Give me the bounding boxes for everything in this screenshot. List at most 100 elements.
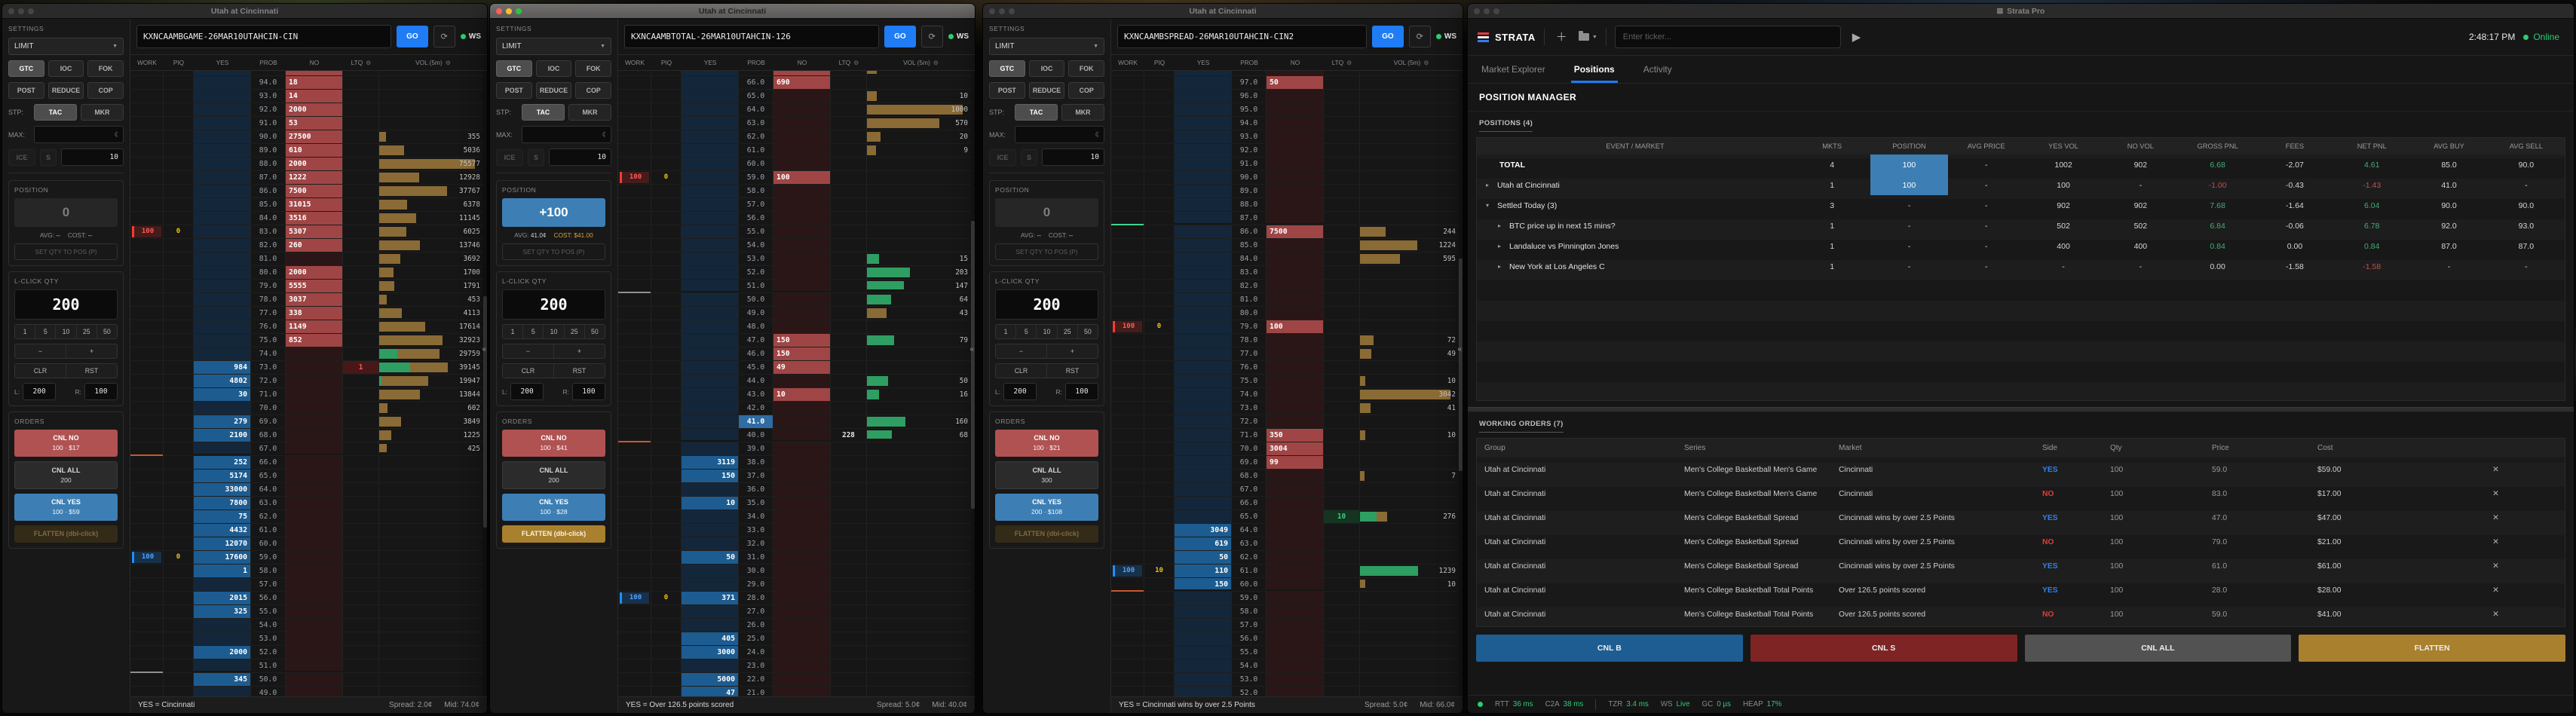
- no-ask-cell[interactable]: [773, 225, 831, 238]
- price-cell[interactable]: 47.0: [739, 334, 773, 347]
- work-cell[interactable]: [1111, 605, 1144, 618]
- cancel-yes-button[interactable]: CNL YES 200 · $108: [995, 494, 1098, 521]
- flatten-button[interactable]: FLATTEN (dbl-click): [995, 525, 1098, 543]
- no-ask-cell[interactable]: [1267, 687, 1324, 696]
- price-cell[interactable]: 61.0: [251, 524, 286, 537]
- yes-bid-cell[interactable]: 619: [1175, 537, 1232, 550]
- no-ask-cell[interactable]: [773, 483, 831, 496]
- yes-bid-cell[interactable]: [682, 320, 739, 333]
- no-ask-cell[interactable]: [1267, 375, 1324, 387]
- yes-bid-cell[interactable]: [1175, 293, 1232, 306]
- work-cell[interactable]: [618, 470, 651, 482]
- price-cell[interactable]: 49.0: [739, 307, 773, 320]
- work-cell[interactable]: [1111, 158, 1144, 170]
- yes-bid-cell[interactable]: [194, 158, 251, 170]
- price-cell[interactable]: 81.0: [251, 252, 286, 265]
- qty-minus-button[interactable]: −: [503, 344, 553, 358]
- price-cell[interactable]: 75.0: [1232, 375, 1267, 387]
- price-cell[interactable]: 84.0: [251, 212, 286, 225]
- yes-bid-cell[interactable]: [682, 266, 739, 279]
- no-ask-cell[interactable]: [773, 646, 831, 659]
- price-cell[interactable]: 85.0: [1232, 239, 1267, 252]
- price-cell[interactable]: 91.0: [251, 117, 286, 130]
- yes-bid-cell[interactable]: [682, 171, 739, 184]
- no-ask-cell[interactable]: 2000: [286, 158, 343, 170]
- yes-bid-cell[interactable]: [682, 429, 739, 440]
- no-ask-cell[interactable]: [286, 347, 343, 360]
- work-cell[interactable]: [1111, 402, 1144, 415]
- no-ask-cell[interactable]: [286, 592, 343, 604]
- yes-bid-cell[interactable]: [682, 347, 739, 360]
- price-cell[interactable]: 65.0: [739, 90, 773, 103]
- go-button[interactable]: GO: [884, 26, 916, 47]
- yes-bid-cell[interactable]: [682, 71, 739, 75]
- work-cell[interactable]: [1111, 334, 1144, 347]
- right-qty-input[interactable]: [1065, 383, 1098, 400]
- price-cell[interactable]: 55.0: [1232, 646, 1267, 659]
- zoom-window-button[interactable]: [516, 8, 522, 14]
- max-price-input[interactable]: [1015, 126, 1104, 143]
- expand-caret-icon[interactable]: ▸: [1498, 243, 1502, 249]
- price-cell[interactable]: 69.0: [251, 415, 286, 428]
- work-cell[interactable]: [1111, 375, 1144, 387]
- no-ask-cell[interactable]: [773, 375, 831, 387]
- work-cell[interactable]: [618, 375, 651, 387]
- yes-bid-cell[interactable]: 984: [194, 361, 251, 374]
- scale-button[interactable]: S: [40, 148, 57, 166]
- position-row[interactable]: ▸ BTC price up in next 15 mins? 1- -502 502 6…: [1477, 216, 2565, 236]
- no-ask-cell[interactable]: [1267, 198, 1324, 211]
- no-ask-cell[interactable]: 23: [286, 71, 343, 75]
- collapse-panel-icon[interactable]: «: [969, 344, 974, 353]
- yes-bid-cell[interactable]: [682, 605, 739, 618]
- cancel-order-button[interactable]: ✕: [2492, 562, 2499, 571]
- flag-post-button[interactable]: POST: [8, 82, 44, 99]
- yes-bid-cell[interactable]: 5174: [194, 470, 251, 482]
- yes-bid-cell[interactable]: [194, 130, 251, 143]
- ice-button[interactable]: ICE: [8, 148, 35, 166]
- yes-bid-cell[interactable]: [682, 524, 739, 537]
- work-cell[interactable]: 100: [1111, 565, 1144, 577]
- flag-post-button[interactable]: POST: [496, 82, 532, 99]
- price-cell[interactable]: 65.0: [1232, 510, 1267, 523]
- tif-gtc-button[interactable]: GTC: [989, 60, 1025, 77]
- work-cell[interactable]: [618, 673, 651, 686]
- price-cell[interactable]: 91.0: [1232, 158, 1267, 170]
- no-ask-cell[interactable]: 100: [773, 171, 831, 184]
- ladder-scrollbar[interactable]: [1459, 71, 1463, 696]
- work-cell[interactable]: [1111, 497, 1144, 509]
- yes-bid-cell[interactable]: [1175, 388, 1232, 401]
- cnl-s-button[interactable]: CNL S: [1750, 635, 2017, 662]
- minimize-window-button[interactable]: [999, 8, 1005, 14]
- no-ask-cell[interactable]: [1267, 103, 1324, 116]
- price-cell[interactable]: 64.0: [1232, 524, 1267, 537]
- no-ask-cell[interactable]: 31015: [286, 198, 343, 211]
- price-cell[interactable]: 44.0: [739, 375, 773, 387]
- yes-bid-cell[interactable]: [682, 483, 739, 496]
- no-ask-cell[interactable]: [1267, 592, 1324, 604]
- price-cell[interactable]: 70.0: [1232, 442, 1267, 455]
- work-cell[interactable]: [618, 225, 651, 238]
- price-cell[interactable]: 94.0: [1232, 117, 1267, 130]
- work-cell[interactable]: [1111, 470, 1144, 482]
- yes-bid-cell[interactable]: [194, 185, 251, 197]
- refresh-icon[interactable]: ⟳: [920, 26, 943, 47]
- yes-bid-cell[interactable]: 12070: [194, 537, 251, 550]
- no-ask-cell[interactable]: [1267, 90, 1324, 103]
- scrollbar-thumb[interactable]: [971, 221, 975, 509]
- no-ask-cell[interactable]: 53: [286, 117, 343, 130]
- position-row[interactable]: ▸ New York at Los Angeles C 1- - - -0.00 -1.58…: [1477, 256, 2565, 277]
- price-cell[interactable]: 64.0: [251, 483, 286, 496]
- work-cell[interactable]: [618, 510, 651, 523]
- ice-button[interactable]: ICE: [496, 148, 523, 166]
- ticker-search-input[interactable]: [1614, 26, 1841, 48]
- work-cell[interactable]: [1111, 71, 1144, 75]
- no-ask-cell[interactable]: [773, 497, 831, 509]
- no-ask-cell[interactable]: [286, 646, 343, 659]
- price-cell[interactable]: 59.0: [1232, 592, 1267, 604]
- price-cell[interactable]: 59.0: [251, 551, 286, 564]
- no-ask-cell[interactable]: [1267, 537, 1324, 550]
- yes-bid-cell[interactable]: [682, 280, 739, 291]
- yes-bid-cell[interactable]: [1175, 632, 1232, 645]
- no-ask-cell[interactable]: [1267, 605, 1324, 618]
- no-ask-cell[interactable]: [773, 551, 831, 564]
